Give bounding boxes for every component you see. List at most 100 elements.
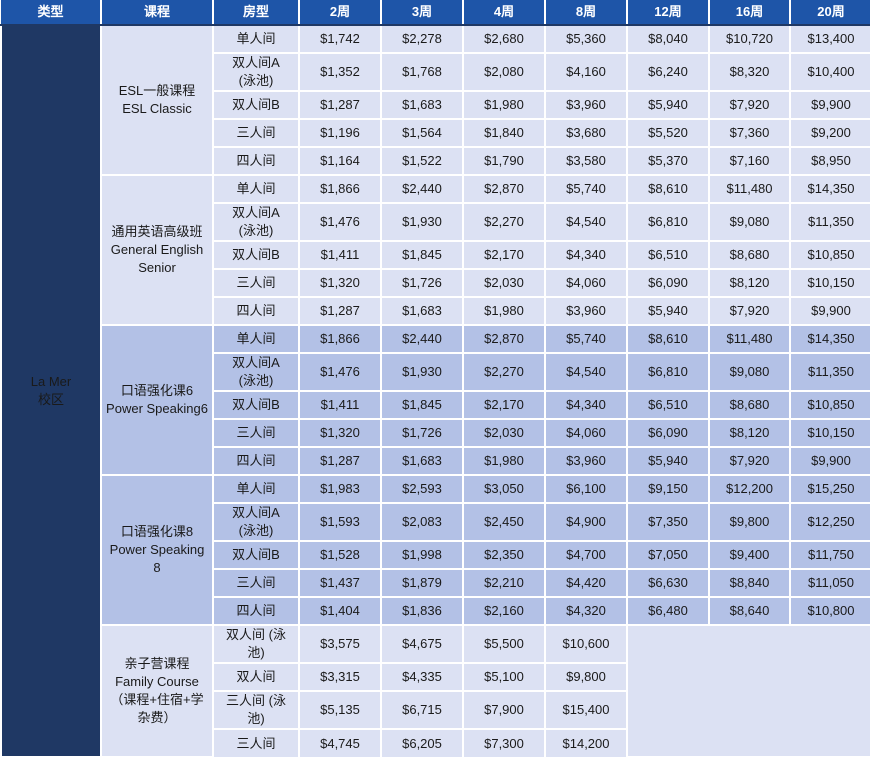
price-cell: $9,800 bbox=[544, 662, 627, 692]
price-cell: $10,600 bbox=[544, 624, 628, 664]
price-cell: $5,940 bbox=[626, 446, 710, 476]
price-cell: $1,930 bbox=[380, 352, 464, 392]
price-cell: $4,420 bbox=[544, 568, 628, 598]
price-cell: $6,090 bbox=[626, 268, 710, 298]
table-row: 三人间 $1,196 $1,564 $1,840 $3,680 $5,520 $7,360 $… bbox=[1, 118, 870, 148]
price-cell: $9,900 bbox=[789, 296, 870, 326]
column-header-8: 16周 bbox=[708, 0, 791, 26]
price-cell: $2,170 bbox=[462, 390, 546, 420]
column-header-2: 房型 bbox=[212, 0, 300, 26]
price-cell: $4,320 bbox=[544, 596, 628, 626]
table-row: 三人间 $1,320 $1,726 $2,030 $4,060 $6,090 $8,120 $… bbox=[1, 418, 870, 448]
table-row: 口语强化课6 Power Speaking6 单人间 $1,866 $2,440 $2,… bbox=[1, 324, 870, 476]
column-header-3: 2周 bbox=[298, 0, 382, 26]
price-cell: $8,840 bbox=[708, 568, 791, 598]
price-cell: $2,030 bbox=[462, 268, 546, 298]
price-cell: $2,450 bbox=[462, 502, 546, 542]
price-cell: $4,675 bbox=[380, 624, 464, 664]
price-cell: $6,100 bbox=[544, 474, 628, 504]
price-cell: $5,100 bbox=[462, 662, 546, 692]
room-cell: 双人间B bbox=[212, 240, 300, 270]
table-header: 类型 课程 房型 2周 3周 4周 8周 12周 16周 20周 bbox=[1, 0, 870, 26]
column-header-0: 类型 bbox=[1, 0, 102, 26]
table-row: 双人间B $1,528 $1,998 $2,350 $4,700 $7,050 $9,400… bbox=[1, 540, 870, 570]
price-cell: $2,440 bbox=[380, 174, 464, 204]
price-cell: $12,200 bbox=[708, 474, 791, 504]
table-row: 口语强化课8 Power Speaking 8 单人间 $1,983 $2,593 $3… bbox=[1, 474, 870, 626]
table-row: 三人间 (泳池) $5,135 $6,715 $7,900 $15,400 bbox=[1, 690, 870, 730]
price-cell: $4,340 bbox=[544, 240, 628, 270]
room-cell: 双人间B bbox=[212, 540, 300, 570]
price-cell: $2,350 bbox=[462, 540, 546, 570]
price-cell: $9,800 bbox=[708, 502, 791, 542]
price-cell: $11,350 bbox=[789, 352, 870, 392]
price-cell: $11,480 bbox=[708, 324, 791, 354]
price-cell: $2,870 bbox=[462, 174, 546, 204]
price-cell: $8,680 bbox=[708, 390, 791, 420]
course-cell-0: ESL一般课程 ESL Classic bbox=[100, 24, 214, 176]
table-row: 三人间 $1,320 $1,726 $2,030 $4,060 $6,090 $8,120 $… bbox=[1, 268, 870, 298]
table-row: 四人间 $1,164 $1,522 $1,790 $3,580 $5,370 $7,160 $… bbox=[1, 146, 870, 176]
price-cell: $1,726 bbox=[380, 418, 464, 448]
price-cell: $1,840 bbox=[462, 118, 546, 148]
table-row: 亲子营课程Family Course（课程+住宿+学杂费） 双人间 (泳池) $3,… bbox=[1, 624, 870, 758]
price-cell: $8,680 bbox=[708, 240, 791, 270]
price-cell: $2,030 bbox=[462, 418, 546, 448]
price-cell: $15,400 bbox=[544, 690, 627, 730]
column-header-7: 12周 bbox=[626, 0, 710, 26]
price-cell: $1,845 bbox=[380, 240, 464, 270]
course-cell-2: 口语强化课6 Power Speaking6 bbox=[100, 324, 214, 476]
room-cell: 三人间 bbox=[212, 568, 300, 598]
price-cell: $3,050 bbox=[462, 474, 546, 504]
price-cell: $2,593 bbox=[380, 474, 464, 504]
table-row: 三人间 $1,437 $1,879 $2,210 $4,420 $6,630 $8,840 $… bbox=[1, 568, 870, 598]
price-cell: $4,540 bbox=[544, 202, 628, 242]
price-cell: $1,437 bbox=[298, 568, 382, 598]
price-cell: $6,510 bbox=[626, 390, 710, 420]
price-cell: $3,680 bbox=[544, 118, 628, 148]
price-cell: $1,768 bbox=[380, 52, 464, 92]
price-cell: $6,205 bbox=[380, 728, 464, 757]
table-body: La Mer 校区 ESL一般课程 ESL Classic 单人间 $1,742 $2,… bbox=[0, 24, 870, 758]
course-cell-4: 亲子营课程Family Course（课程+住宿+学杂费） bbox=[100, 624, 214, 758]
room-cell: 双人间A (泳池) bbox=[212, 352, 300, 392]
room-cell: 单人间 bbox=[212, 324, 300, 354]
table-row: 四人间 $1,404 $1,836 $2,160 $4,320 $6,480 $8,640 $… bbox=[1, 596, 870, 626]
price-cell: $1,411 bbox=[298, 240, 382, 270]
price-cell: $1,998 bbox=[380, 540, 464, 570]
price-cell: $10,150 bbox=[789, 268, 870, 298]
header-row: 类型 课程 房型 2周 3周 4周 8周 12周 16周 20周 bbox=[1, 0, 870, 26]
price-cell: $3,580 bbox=[544, 146, 628, 176]
table-row: 通用英语高级班 General English Senior 单人间 $1,866 $… bbox=[1, 174, 870, 326]
room-cell: 双人间B bbox=[212, 390, 300, 420]
price-cell: $14,350 bbox=[789, 174, 870, 204]
table-row: 四人间 $1,287 $1,683 $1,980 $3,960 $5,940 $7,920 $… bbox=[1, 446, 870, 476]
room-cell: 单人间 bbox=[212, 174, 300, 204]
room-cell: 单人间 bbox=[212, 474, 300, 504]
price-cell: $6,630 bbox=[626, 568, 710, 598]
price-cell: $2,870 bbox=[462, 324, 546, 354]
price-cell: $1,836 bbox=[380, 596, 464, 626]
room-cell: 三人间 bbox=[212, 418, 300, 448]
price-cell: $4,340 bbox=[544, 390, 628, 420]
table-row: 双人间B $1,287 $1,683 $1,980 $3,960 $5,940 $7,920… bbox=[1, 90, 870, 120]
price-cell: $1,564 bbox=[380, 118, 464, 148]
price-cell: $7,350 bbox=[626, 502, 710, 542]
price-cell: $1,476 bbox=[298, 202, 382, 242]
price-cell: $1,980 bbox=[462, 296, 546, 326]
price-cell: $2,160 bbox=[462, 596, 546, 626]
price-cell: $4,900 bbox=[544, 502, 628, 542]
price-cell: $1,683 bbox=[380, 296, 464, 326]
price-cell: $1,528 bbox=[298, 540, 382, 570]
empty-region bbox=[626, 624, 870, 758]
price-cell: $1,683 bbox=[380, 446, 464, 476]
room-cell: 四人间 bbox=[212, 146, 300, 176]
price-cell: $1,983 bbox=[298, 474, 382, 504]
price-cell: $6,810 bbox=[626, 352, 710, 392]
price-cell: $1,742 bbox=[298, 24, 382, 54]
price-cell: $1,287 bbox=[298, 446, 382, 476]
room-cell: 四人间 bbox=[212, 596, 300, 626]
room-cell: 单人间 bbox=[212, 24, 300, 54]
price-cell: $1,320 bbox=[298, 418, 382, 448]
